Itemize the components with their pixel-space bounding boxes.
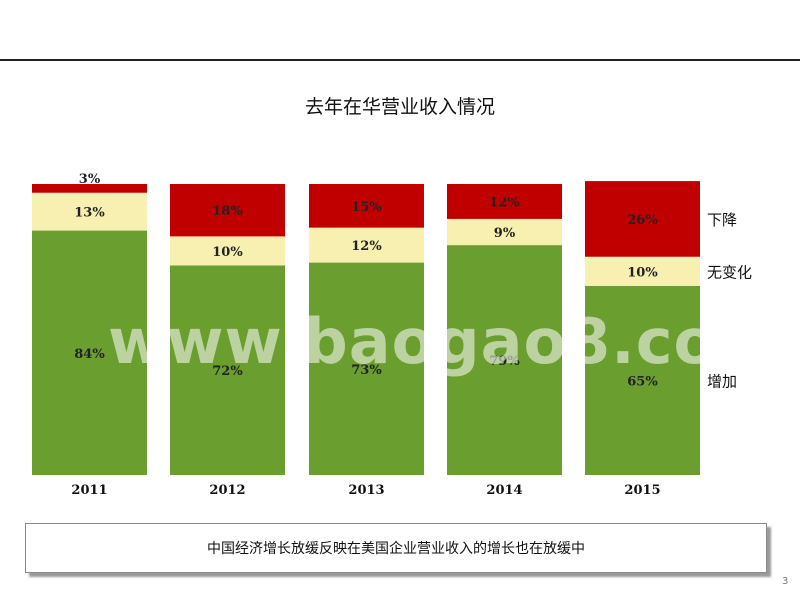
bar-segment-2014-0 [447,245,562,475]
bar-segment-2013-1 [309,227,424,263]
data-label-2013-0: 73% [351,363,382,378]
data-label-2011-1: 13% [74,206,105,221]
data-label-2015-0: 65% [627,374,658,389]
data-label-2012-0: 72% [212,364,243,379]
x-tick-label-2014: 2014 [486,483,522,498]
bar-segment-2014-1 [447,218,562,246]
bar-segment-2011-2 [32,184,147,193]
bar-segment-2015-0 [585,285,700,475]
data-label-2013-2: 15% [351,200,382,215]
data-label-2012-2: 18% [212,204,243,219]
caption-text: 中国经济增长放缓反映在美国企业营业收入的增长也在放缓中 [207,541,585,557]
data-label-2015-1: 10% [627,265,658,280]
legend-label-2: 下降 [707,211,737,229]
x-tick-label-2015: 2015 [624,483,660,498]
bar-segment-2015-2 [585,181,700,257]
data-label-2014-1: 9% [494,226,516,241]
bar-segment-2011-1 [32,192,147,231]
data-label-2011-0: 84% [74,347,105,362]
bar-segment-2015-1 [585,256,700,286]
bar-segment-2012-0 [170,265,285,475]
data-label-2014-0: 79% [489,354,520,369]
bar-segment-2012-2 [170,184,285,237]
bar-segment-2013-0 [309,262,424,475]
legend-label-0: 增加 [707,372,737,390]
data-label-2014-2: 12% [489,195,520,210]
bar-segment-2014-2 [447,184,562,219]
bar-segment-2012-1 [170,236,285,266]
caption-box: 中国经济增长放缓反映在美国企业营业收入的增长也在放缓中 [25,523,767,573]
data-label-2012-1: 10% [212,245,243,260]
x-tick-label-2012: 2012 [209,483,245,498]
bar-segment-2013-2 [309,184,424,228]
header-rule [0,59,800,61]
x-tick-label-2013: 2013 [348,483,384,498]
x-tick-label-2011: 2011 [71,483,107,498]
data-label-2013-1: 12% [351,239,382,254]
data-label-2011-2: 3% [79,172,101,187]
data-label-2015-2: 26% [627,213,658,228]
chart-title: 去年在华营业收入情况 [304,96,495,118]
bar-segment-2011-0 [32,230,147,475]
page-number: 3 [782,576,789,587]
legend-label-1: 无变化 [707,263,752,281]
